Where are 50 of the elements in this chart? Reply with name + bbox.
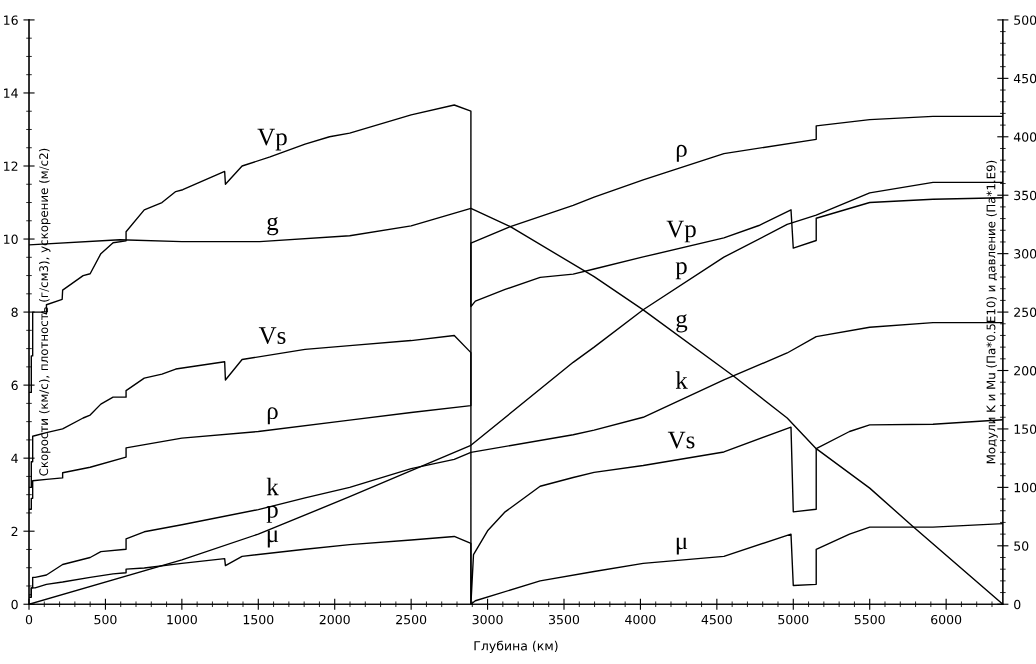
y2-tick-label: 50 [1014, 541, 1029, 551]
text: Vs [258, 327, 286, 345]
y2-tick-label: 200 [1014, 365, 1036, 376]
text: k [266, 477, 279, 496]
text: Vp [666, 220, 696, 243]
x-axis-title: Глубина (км) [474, 640, 558, 653]
y2-tick-label: 500 [1014, 15, 1036, 25]
x-tick-label: 1000 [167, 614, 197, 625]
y-tick-label: 16 [4, 15, 18, 25]
y-tick-label: 10 [4, 234, 18, 244]
y-tick-label: 6 [11, 380, 18, 391]
y2-tick-label: 450 [1013, 73, 1036, 84]
y-tick-label: 12 [4, 161, 18, 171]
x-tick-label: 5000 [778, 614, 809, 625]
y-tick-label: 0 [11, 599, 18, 610]
x-tick-label: 2500 [396, 614, 427, 625]
x-tick-label: 5500 [854, 614, 885, 625]
y2-tick-label: 350 [1014, 190, 1036, 201]
series-label: p [675, 262, 687, 280]
x-tick-label: 3500 [549, 614, 580, 625]
y-tick-label: 4 [11, 453, 18, 463]
y2-tick-label: 400 [1013, 132, 1036, 142]
y-tick-label: 2 [11, 526, 18, 536]
text: g [267, 216, 279, 236]
y2-axis-title: Модули K и Mu (Па*0.5E10) и давление (Па*1.E9) [986, 160, 998, 464]
series-label: Vs [667, 431, 695, 449]
y2-tick-label: 150 [1014, 424, 1036, 434]
series-label: ρ [676, 144, 687, 162]
y2-tick-label: 100 [1014, 482, 1036, 493]
y-tick-label: 8 [11, 307, 18, 318]
y-axis-title: Скорости (км/с), плотность (г/см3), ускорение (м/с2) [39, 148, 51, 476]
x-tick-label: 3000 [472, 614, 503, 625]
y2-tick-label: 0 [1014, 599, 1021, 610]
x-tick-label: 0 [25, 614, 33, 625]
series-label: k [675, 371, 688, 389]
x-tick-label: 1500 [243, 614, 274, 625]
text: μ [676, 537, 688, 555]
y-tick-label: 14 [4, 88, 18, 98]
x-tick-label: 6000 [931, 614, 962, 625]
x-tick-label: 500 [94, 614, 117, 625]
x-tick-label: 4500 [701, 614, 732, 625]
y2-tick-label: 300 [1014, 249, 1036, 259]
x-tick-label: 2000 [319, 614, 350, 625]
series-label: μ [267, 530, 279, 548]
series-label: g [676, 314, 688, 333]
text: p [266, 505, 278, 523]
y2-tick-label: 250 [1014, 307, 1036, 318]
text: ρ [267, 407, 278, 425]
x-tick-label: 4000 [625, 614, 656, 625]
series-label: Vp [257, 128, 287, 151]
